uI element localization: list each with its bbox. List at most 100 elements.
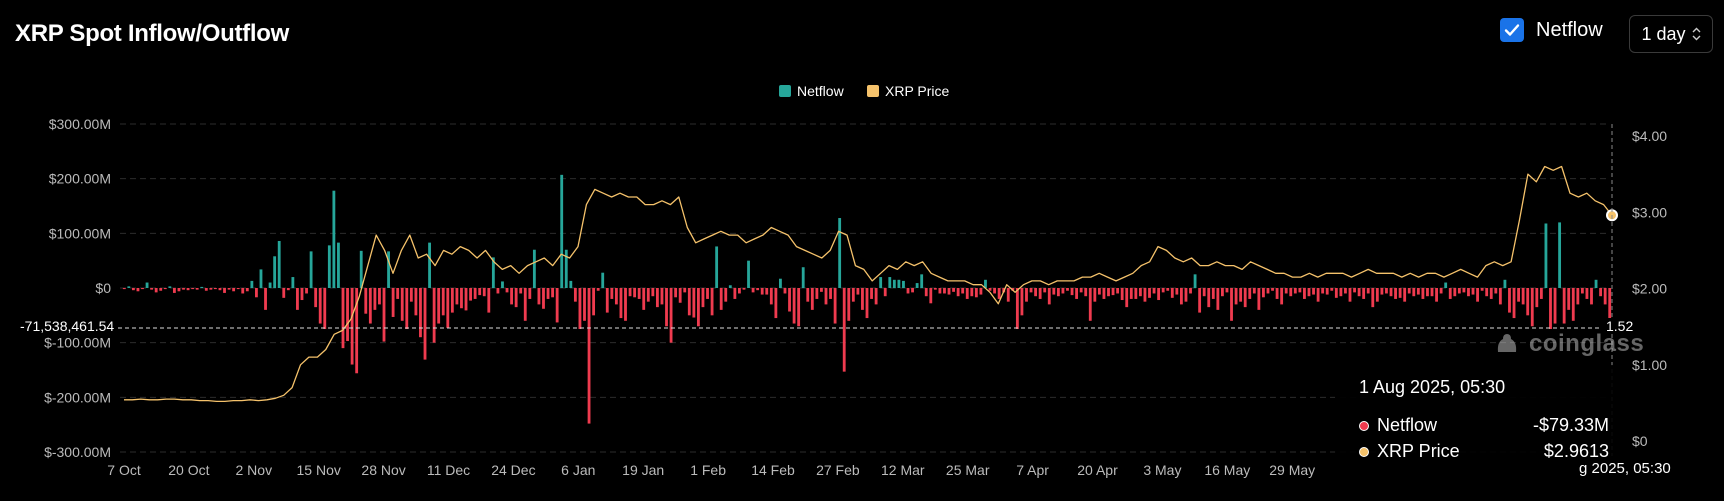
netflow-bar[interactable] — [1508, 288, 1511, 313]
netflow-bar[interactable] — [1056, 288, 1060, 297]
netflow-bar[interactable] — [1558, 222, 1562, 288]
netflow-bar[interactable] — [906, 288, 910, 294]
netflow-bar[interactable] — [1025, 288, 1028, 302]
netflow-bar[interactable] — [856, 288, 860, 295]
netflow-bar[interactable] — [514, 288, 518, 308]
netflow-bar[interactable] — [1152, 288, 1156, 294]
netflow-bar[interactable] — [532, 249, 536, 288]
netflow-bar[interactable] — [847, 288, 851, 321]
netflow-bar[interactable] — [724, 288, 728, 302]
netflow-bar[interactable] — [378, 288, 381, 305]
netflow-bar[interactable] — [573, 288, 577, 302]
netflow-bar[interactable] — [428, 242, 431, 288]
netflow-bar[interactable] — [1143, 288, 1147, 302]
netflow-bar[interactable] — [177, 288, 181, 292]
netflow-bar[interactable] — [870, 288, 873, 299]
netflow-bar[interactable] — [933, 288, 937, 290]
netflow-bar[interactable] — [172, 288, 176, 293]
netflow-bar[interactable] — [141, 288, 144, 290]
netflow-bar[interactable] — [824, 288, 828, 305]
netflow-bar[interactable] — [660, 288, 664, 305]
netflow-bar[interactable] — [496, 288, 500, 294]
netflow-bar[interactable] — [696, 288, 700, 327]
netflow-bar[interactable] — [747, 260, 750, 288]
netflow-bar[interactable] — [218, 288, 222, 291]
netflow-bar[interactable] — [1467, 288, 1470, 297]
netflow-bar[interactable] — [706, 288, 709, 299]
netflow-bar[interactable] — [337, 242, 340, 288]
netflow-bar[interactable] — [487, 288, 491, 313]
netflow-bar[interactable] — [596, 288, 600, 291]
netflow-bar[interactable] — [437, 288, 441, 324]
netflow-bar[interactable] — [833, 288, 837, 324]
netflow-bar[interactable] — [974, 288, 978, 298]
netflow-bar[interactable] — [150, 288, 154, 290]
netflow-bar[interactable] — [195, 288, 199, 290]
netflow-bar[interactable] — [911, 288, 914, 293]
netflow-bar[interactable] — [1015, 288, 1019, 329]
netflow-bar[interactable] — [1284, 288, 1288, 294]
netflow-bar[interactable] — [1512, 288, 1516, 319]
netflow-bar[interactable] — [924, 288, 928, 297]
netflow-bar[interactable] — [1138, 288, 1142, 297]
netflow-bar[interactable] — [1471, 288, 1475, 295]
netflow-bar[interactable] — [396, 288, 400, 299]
netflow-bar[interactable] — [387, 251, 390, 288]
netflow-bar[interactable] — [715, 246, 719, 288]
netflow-bar[interactable] — [842, 288, 846, 372]
netflow-bar[interactable] — [1280, 288, 1284, 305]
netflow-bar[interactable] — [997, 288, 1001, 299]
netflow-bar[interactable] — [733, 288, 737, 299]
netflow-bar[interactable] — [1526, 288, 1530, 316]
netflow-bar[interactable] — [883, 288, 887, 297]
netflow-bar[interactable] — [255, 288, 258, 298]
netflow-bar[interactable] — [327, 245, 331, 288]
netflow-bar[interactable] — [273, 256, 277, 288]
netflow-bar[interactable] — [300, 288, 304, 301]
netflow-bar[interactable] — [127, 286, 131, 288]
netflow-bar[interactable] — [651, 288, 655, 297]
netflow-bar[interactable] — [1457, 288, 1461, 294]
netflow-bar[interactable] — [792, 288, 796, 324]
netflow-bar[interactable] — [268, 282, 272, 288]
netflow-bar[interactable] — [1494, 288, 1498, 294]
netflow-bar[interactable] — [1498, 288, 1502, 305]
netflow-bar[interactable] — [1029, 288, 1033, 293]
netflow-bar[interactable] — [1316, 288, 1320, 302]
netflow-bar[interactable] — [1435, 288, 1438, 302]
netflow-bar[interactable] — [592, 288, 596, 316]
netflow-bar[interactable] — [446, 288, 450, 328]
netflow-bar[interactable] — [719, 288, 723, 310]
netflow-bar[interactable] — [1462, 288, 1466, 293]
netflow-bar[interactable] — [291, 277, 295, 288]
netflow-bar[interactable] — [738, 288, 741, 294]
netflow-bar[interactable] — [1084, 288, 1088, 297]
netflow-bar[interactable] — [633, 288, 637, 298]
netflow-bar[interactable] — [1271, 288, 1274, 291]
netflow-bar[interactable] — [637, 288, 641, 299]
netflow-bar[interactable] — [774, 288, 778, 319]
netflow-bar[interactable] — [829, 288, 832, 299]
netflow-bar[interactable] — [264, 288, 267, 310]
netflow-bar[interactable] — [491, 257, 495, 288]
netflow-bar[interactable] — [1330, 288, 1334, 291]
netflow-bar[interactable] — [1312, 288, 1315, 295]
netflow-bar[interactable] — [154, 288, 158, 293]
netflow-bar[interactable] — [1453, 288, 1457, 297]
netflow-bar[interactable] — [624, 288, 627, 321]
netflow-bar[interactable] — [1006, 288, 1010, 302]
netflow-bar[interactable] — [683, 288, 687, 293]
netflow-bar[interactable] — [1549, 288, 1552, 329]
netflow-bar[interactable] — [145, 282, 149, 288]
netflow-bar[interactable] — [728, 285, 732, 288]
netflow-bar[interactable] — [1243, 288, 1247, 308]
netflow-bar[interactable] — [473, 288, 477, 299]
netflow-bar[interactable] — [505, 288, 509, 293]
netflow-bar[interactable] — [341, 288, 345, 349]
netflow-bar[interactable] — [1175, 288, 1179, 295]
netflow-bar[interactable] — [400, 288, 404, 321]
netflow-bar[interactable] — [888, 277, 892, 288]
netflow-bar[interactable] — [678, 288, 682, 303]
netflow-bar[interactable] — [1380, 288, 1384, 295]
netflow-bar[interactable] — [204, 288, 208, 291]
